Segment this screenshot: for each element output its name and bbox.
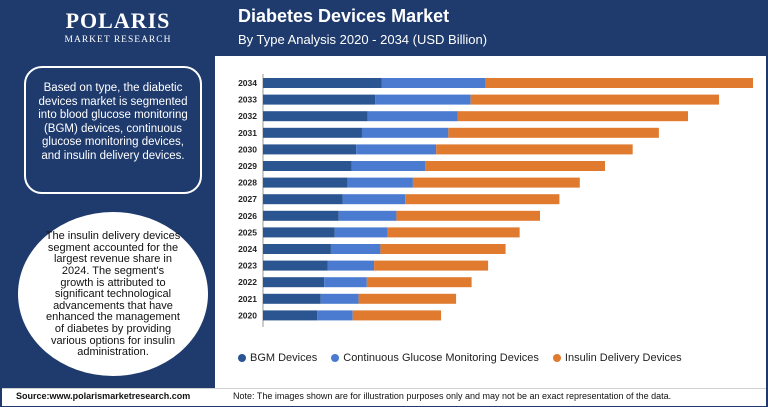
legend-dot-cgm (331, 354, 340, 362)
bar-2020-series-2 (352, 310, 442, 321)
insight-circle: The insulin delivery devices segment acc… (18, 212, 208, 376)
y-tick-label-2032: 2032 (238, 111, 257, 121)
bar-2029-series-2 (425, 161, 606, 171)
y-tick-label-2034: 2034 (238, 78, 257, 88)
brand-tagline: MARKET RESEARCH (64, 35, 172, 45)
bar-2026-series-2 (396, 210, 541, 221)
legend-label-bgm: BGM Devices (250, 352, 318, 364)
y-tick-label-2024: 2024 (238, 244, 257, 254)
y-tick-label-2028: 2028 (238, 178, 257, 188)
bar-2029-series-0 (263, 161, 352, 171)
chart-legend: BGM Devices Continuous Glucose Monitorin… (238, 352, 682, 364)
brand-logo: POLARIS (65, 8, 171, 33)
y-tick-label-2020: 2020 (238, 310, 257, 320)
bar-2024-series-2 (380, 244, 506, 254)
chart-subtitle: By Type Analysis 2020 - 2034 (USD Billio… (238, 32, 488, 47)
y-tick-label-2025: 2025 (238, 227, 257, 237)
source-text: Source:www.polarismarketresearch.com (16, 391, 191, 401)
bar-2034-series-1 (381, 78, 486, 88)
legend-dot-insulin (552, 354, 561, 362)
bar-2027-series-0 (263, 194, 343, 205)
bar-2021-series-0 (263, 293, 321, 304)
legend-label-cgm: Continuous Glucose Monitoring Devices (343, 352, 539, 364)
legend-item-cgm: Continuous Glucose Monitoring Devices (331, 352, 539, 364)
bar-2022-series-1 (324, 277, 367, 288)
bar-2023-series-0 (263, 260, 328, 271)
stacked-bar-chart: 2034 2033 2032 2031 2030 2029 2028 2027 2026 2025… (238, 74, 753, 327)
footer-band (2, 388, 766, 406)
bar-2034-series-2 (485, 78, 753, 88)
bar-2024-series-0 (263, 244, 331, 254)
y-tick-label-2033: 2033 (238, 95, 257, 105)
bar-2031-series-1 (361, 127, 449, 138)
bar-2031-series-0 (263, 127, 362, 138)
y-tick-label-2029: 2029 (238, 161, 257, 171)
bar-2032-series-1 (367, 111, 458, 122)
legend-dot-bgm (238, 354, 246, 362)
bar-2020-series-0 (263, 310, 318, 321)
bar-2030-series-0 (263, 144, 357, 155)
chart-title: Diabetes Devices Market (238, 6, 450, 26)
bar-2033-series-1 (375, 94, 471, 105)
bar-2022-series-2 (366, 277, 472, 288)
bar-2026-series-0 (263, 210, 339, 221)
bar-2021-series-1 (320, 293, 359, 304)
bar-2025-series-2 (387, 227, 520, 238)
y-tick-label-2031: 2031 (238, 128, 257, 138)
bar-2020-series-1 (317, 310, 353, 321)
y-tick-label-2026: 2026 (238, 211, 257, 221)
legend-item-insulin: Insulin Delivery Devices (552, 352, 682, 364)
bar-2033-series-0 (263, 94, 376, 105)
bar-2022-series-0 (263, 277, 325, 288)
bar-2028-series-0 (263, 177, 348, 188)
bar-2028-series-2 (412, 177, 580, 188)
bar-2026-series-1 (338, 210, 397, 221)
bar-2030-series-1 (356, 144, 437, 155)
bar-2031-series-2 (448, 127, 659, 138)
legend-label-insulin: Insulin Delivery Devices (564, 352, 682, 364)
bar-2025-series-0 (263, 227, 335, 238)
bar-2033-series-2 (470, 94, 720, 105)
bar-2025-series-1 (334, 227, 388, 238)
disclaimer-note: Note: The images shown are for illustrat… (233, 391, 672, 401)
y-tick-label-2027: 2027 (238, 194, 257, 204)
bar-2023-series-2 (374, 260, 489, 271)
segmentation-description: Based on type, the diabetic devices mark… (24, 66, 202, 194)
bar-2023-series-1 (327, 260, 375, 271)
y-tick-label-2022: 2022 (238, 277, 257, 287)
bar-2024-series-1 (330, 244, 381, 254)
bar-2030-series-2 (436, 144, 633, 155)
bar-2034-series-0 (263, 78, 382, 88)
bar-2029-series-1 (351, 161, 426, 171)
insight-text: The insulin delivery devices segment acc… (45, 230, 181, 359)
y-tick-label-2023: 2023 (238, 261, 257, 271)
y-tick-label-2021: 2021 (238, 294, 257, 304)
bar-2027-series-1 (342, 194, 406, 205)
header-band (2, 2, 766, 56)
bar-2032-series-2 (457, 111, 688, 122)
bar-2028-series-1 (347, 177, 413, 188)
bar-2032-series-0 (263, 111, 368, 122)
y-tick-label-2030: 2030 (238, 144, 257, 154)
legend-item-bgm: BGM Devices (238, 352, 317, 364)
bar-2021-series-2 (358, 293, 457, 304)
bar-2027-series-2 (405, 194, 560, 205)
